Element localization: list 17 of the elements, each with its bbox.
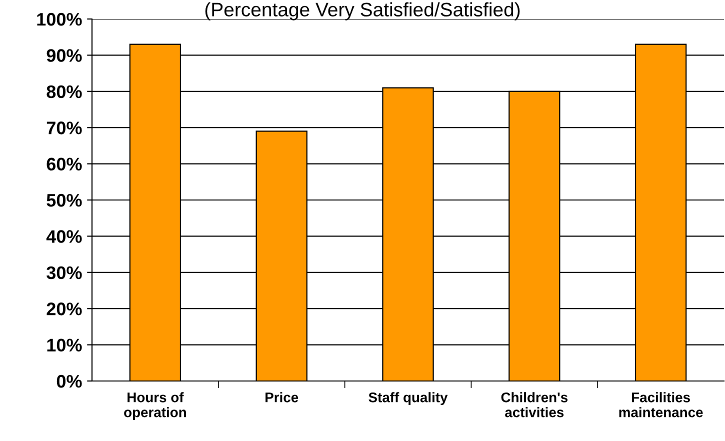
y-tick-label: 50% <box>46 194 82 207</box>
y-tick-label: 0% <box>56 374 82 388</box>
y-tick-label: 90% <box>46 49 82 62</box>
y-tick-label: 80% <box>46 85 82 98</box>
y-tick-label: 40% <box>46 230 82 243</box>
x-tick-label: Facilities maintenance <box>619 392 703 418</box>
x-tick-label: Price <box>266 392 298 402</box>
y-tick-label: 70% <box>46 122 82 134</box>
y-tick-label: 100% <box>37 12 82 26</box>
y-tick-label: 10% <box>47 338 82 352</box>
y-tick-label: 60% <box>46 158 82 171</box>
x-tick-label: Children's activities <box>501 392 568 418</box>
y-tick-label: 30% <box>46 266 82 280</box>
x-tick-label: Hours of operation <box>124 392 186 420</box>
chart-subtitle: (Percentage Very Satisfied/Satisfied) <box>205 2 520 20</box>
y-tick-label: 20% <box>46 302 82 316</box>
x-tick-label: Staff quality <box>368 392 448 406</box>
